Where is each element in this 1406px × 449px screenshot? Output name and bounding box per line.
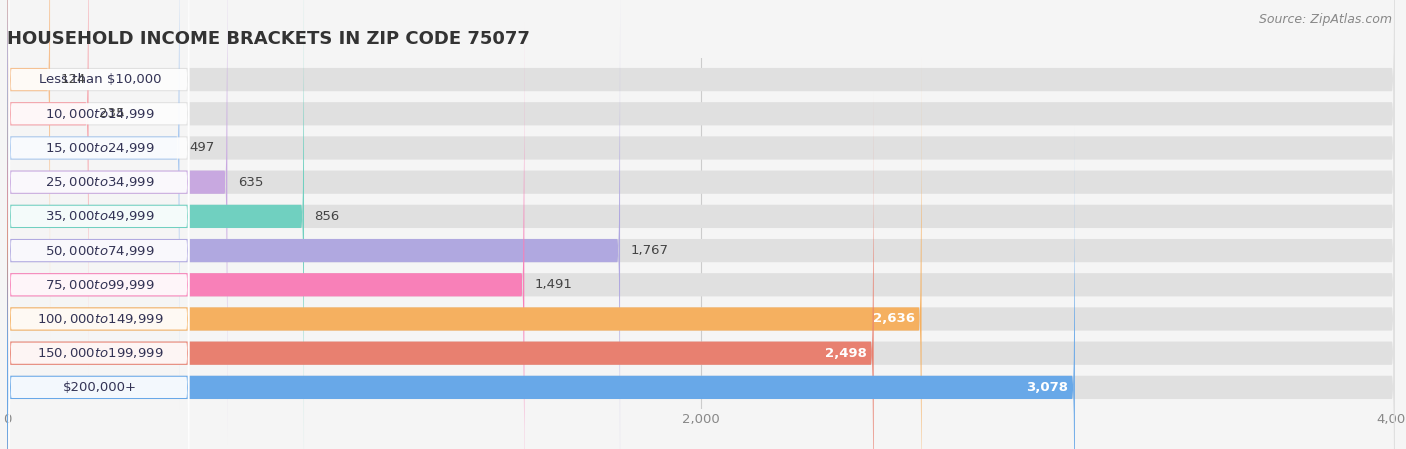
FancyBboxPatch shape (8, 0, 190, 449)
Text: 235: 235 (98, 107, 125, 120)
FancyBboxPatch shape (8, 0, 190, 377)
Text: $10,000 to $14,999: $10,000 to $14,999 (45, 107, 155, 121)
Text: 497: 497 (190, 141, 215, 154)
FancyBboxPatch shape (7, 0, 304, 449)
FancyBboxPatch shape (7, 0, 1395, 449)
Text: $75,000 to $99,999: $75,000 to $99,999 (45, 278, 155, 292)
Text: $35,000 to $49,999: $35,000 to $49,999 (45, 209, 155, 224)
FancyBboxPatch shape (7, 0, 51, 342)
FancyBboxPatch shape (7, 0, 1395, 449)
Text: 124: 124 (60, 73, 86, 86)
FancyBboxPatch shape (7, 23, 524, 449)
FancyBboxPatch shape (7, 23, 1395, 449)
Text: HOUSEHOLD INCOME BRACKETS IN ZIP CODE 75077: HOUSEHOLD INCOME BRACKETS IN ZIP CODE 75… (7, 31, 530, 48)
FancyBboxPatch shape (8, 0, 190, 343)
Text: $150,000 to $199,999: $150,000 to $199,999 (37, 346, 163, 360)
FancyBboxPatch shape (7, 0, 620, 449)
Text: 2,636: 2,636 (873, 313, 914, 326)
Text: 1,767: 1,767 (630, 244, 668, 257)
FancyBboxPatch shape (8, 22, 190, 449)
Text: $25,000 to $34,999: $25,000 to $34,999 (45, 175, 155, 189)
Text: 2,498: 2,498 (825, 347, 866, 360)
FancyBboxPatch shape (7, 0, 1395, 342)
Text: $15,000 to $24,999: $15,000 to $24,999 (45, 141, 155, 155)
FancyBboxPatch shape (7, 0, 89, 376)
FancyBboxPatch shape (7, 57, 1395, 449)
FancyBboxPatch shape (8, 0, 190, 445)
FancyBboxPatch shape (7, 0, 180, 410)
Text: 3,078: 3,078 (1026, 381, 1069, 394)
FancyBboxPatch shape (7, 0, 1395, 410)
Text: Source: ZipAtlas.com: Source: ZipAtlas.com (1258, 13, 1392, 26)
FancyBboxPatch shape (7, 0, 1395, 376)
FancyBboxPatch shape (8, 124, 190, 449)
FancyBboxPatch shape (7, 91, 873, 449)
FancyBboxPatch shape (8, 0, 190, 449)
FancyBboxPatch shape (7, 0, 1395, 444)
Text: 635: 635 (238, 176, 263, 189)
FancyBboxPatch shape (7, 91, 1395, 449)
FancyBboxPatch shape (8, 56, 190, 449)
Text: 856: 856 (315, 210, 340, 223)
Text: $50,000 to $74,999: $50,000 to $74,999 (45, 243, 155, 258)
FancyBboxPatch shape (7, 57, 921, 449)
FancyBboxPatch shape (7, 125, 1395, 449)
Text: $200,000+: $200,000+ (63, 381, 136, 394)
Text: Less than $10,000: Less than $10,000 (38, 73, 162, 86)
FancyBboxPatch shape (7, 125, 1074, 449)
FancyBboxPatch shape (7, 0, 228, 444)
FancyBboxPatch shape (8, 90, 190, 449)
Text: $100,000 to $149,999: $100,000 to $149,999 (37, 312, 163, 326)
Text: 1,491: 1,491 (534, 278, 572, 291)
FancyBboxPatch shape (8, 0, 190, 411)
